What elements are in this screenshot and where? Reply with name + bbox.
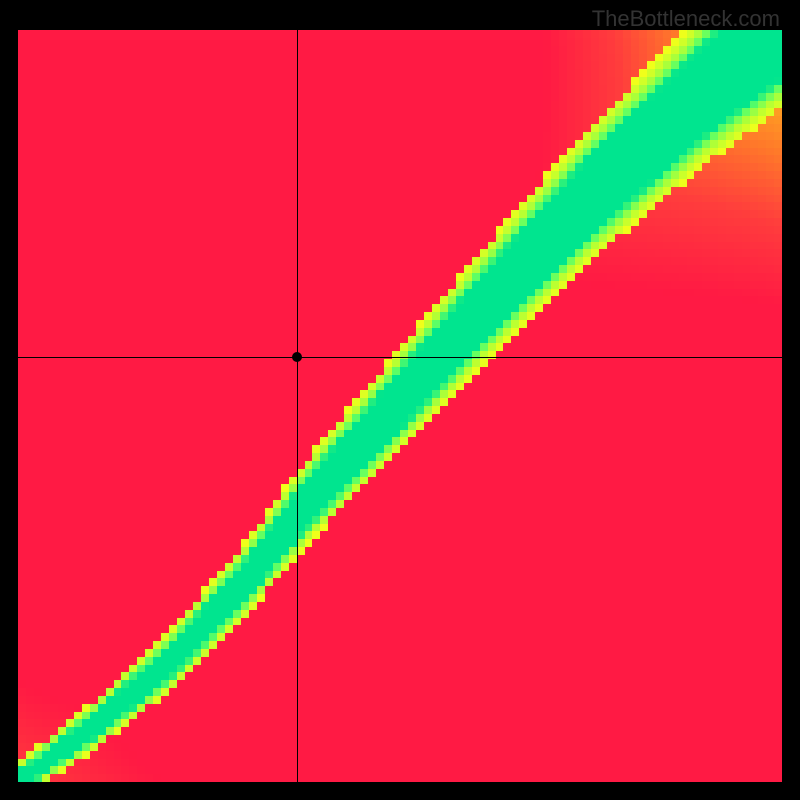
heatmap-canvas xyxy=(18,30,782,782)
heatmap-plot xyxy=(18,30,782,782)
crosshair-horizontal xyxy=(18,357,782,358)
watermark-text: TheBottleneck.com xyxy=(592,6,780,32)
crosshair-marker xyxy=(292,352,302,362)
crosshair-vertical xyxy=(297,30,298,782)
